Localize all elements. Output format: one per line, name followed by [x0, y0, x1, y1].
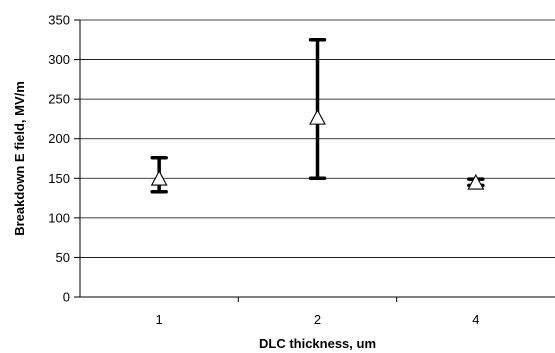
y-tick-label: 100 — [48, 210, 70, 225]
x-tick-label: 1 — [156, 312, 163, 327]
y-tick-label: 300 — [48, 52, 70, 67]
data-point-triangle — [467, 173, 485, 190]
x-axis-ticks: 1 2 4 — [156, 297, 479, 327]
y-axis-ticks: 0 50 100 150 200 250 300 350 — [48, 13, 80, 305]
x-tick-label: 4 — [472, 312, 479, 327]
y-axis-title: Breakdown E field, MV/m — [12, 81, 27, 236]
x-tick-label: 2 — [314, 312, 321, 327]
y-tick-label: 350 — [48, 13, 70, 28]
y-tick-label: 0 — [63, 290, 70, 305]
data-point-triangle — [150, 169, 168, 186]
y-tick-label: 50 — [56, 250, 70, 265]
data-points — [150, 108, 485, 190]
y-tick-label: 150 — [48, 171, 70, 186]
y-tick-label: 250 — [48, 92, 70, 107]
x-axis-title: DLC thickness, um — [259, 336, 376, 351]
y-tick-label: 200 — [48, 131, 70, 146]
data-point-triangle — [309, 108, 326, 125]
